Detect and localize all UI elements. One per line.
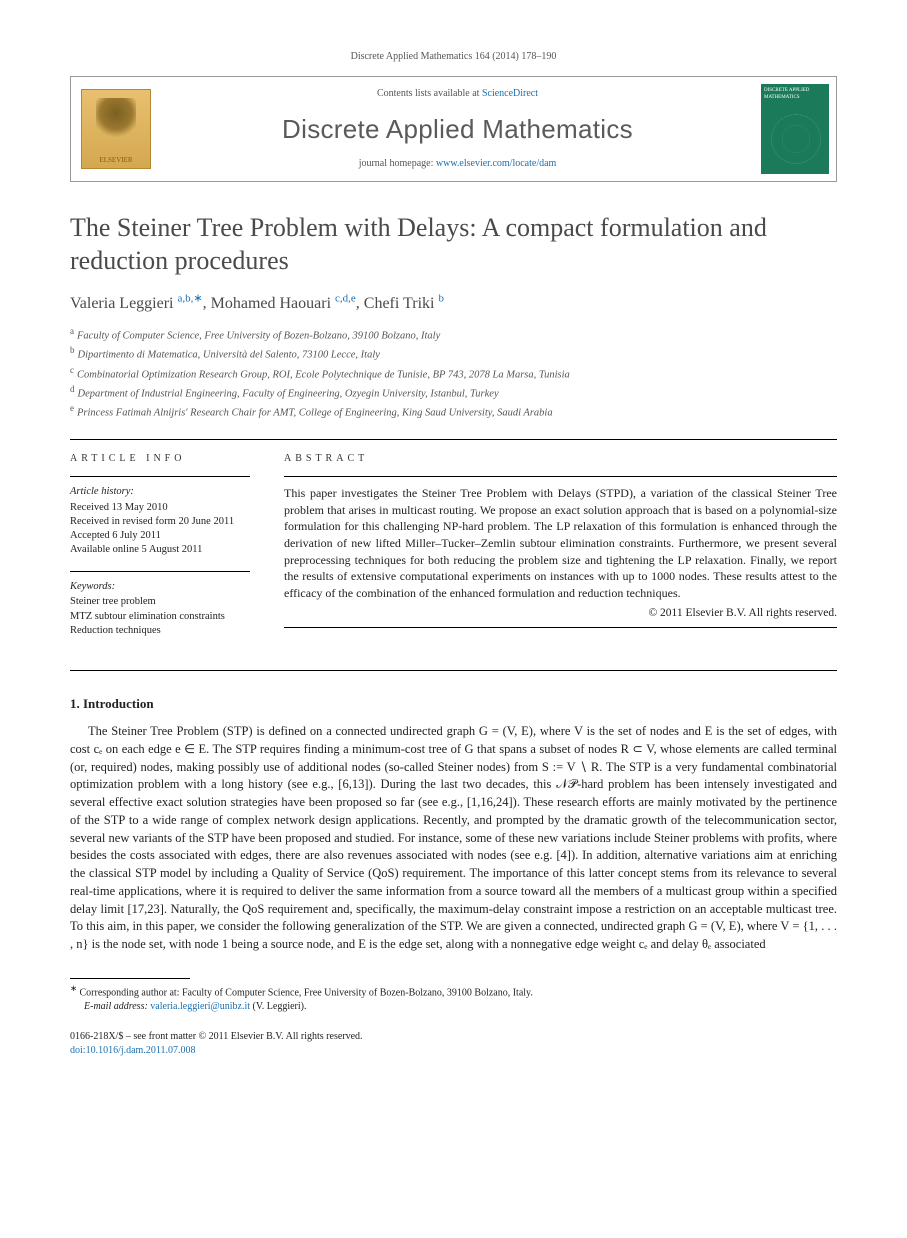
author: Valeria Leggieri a,b,∗ (70, 295, 203, 312)
affiliation: aFaculty of Computer Science, Free Unive… (70, 325, 837, 344)
affiliation-text: Princess Fatimah Alnijris' Research Chai… (77, 408, 553, 419)
corresponding-footnote: ∗ Corresponding author at: Faculty of Co… (70, 983, 837, 1000)
affiliation: dDepartment of Industrial Engineering, F… (70, 383, 837, 402)
homepage-prefix: journal homepage: (359, 158, 436, 169)
contents-line: Contents lists available at ScienceDirec… (169, 87, 746, 101)
article-title: The Steiner Tree Problem with Delays: A … (70, 212, 837, 277)
email-link[interactable]: valeria.leggieri@unibz.it (150, 1001, 250, 1012)
article-info: ARTICLE INFO Article history: Received 1… (70, 452, 250, 652)
info-abstract-row: ARTICLE INFO Article history: Received 1… (70, 440, 837, 670)
elsevier-logo-icon[interactable]: ELSEVIER (81, 89, 151, 169)
email-label: E-mail address: (84, 1001, 148, 1012)
running-header: Discrete Applied Mathematics 164 (2014) … (70, 50, 837, 64)
doi-link[interactable]: 10.1016/j.dam.2011.07.008 (86, 1045, 196, 1056)
divider (70, 476, 250, 477)
affiliation-text: Combinatorial Optimization Research Grou… (77, 369, 570, 380)
keywords-label: Keywords: (70, 580, 250, 594)
divider (70, 571, 250, 572)
page: Discrete Applied Mathematics 164 (2014) … (0, 0, 907, 1098)
email-name: (V. Leggieri). (253, 1001, 307, 1012)
keyword: Reduction techniques (70, 624, 250, 638)
homepage-link[interactable]: www.elsevier.com/locate/dam (436, 158, 556, 169)
affiliation-mark: a (70, 326, 74, 336)
article-info-heading: ARTICLE INFO (70, 452, 250, 466)
divider (284, 476, 837, 477)
authors-line: Valeria Leggieri a,b,∗, Mohamed Haouari … (70, 291, 837, 315)
footnote-divider (70, 978, 190, 979)
abstract: ABSTRACT This paper investigates the Ste… (284, 452, 837, 652)
author-marks[interactable]: c,d,e (335, 292, 356, 304)
doi-label[interactable]: doi: (70, 1045, 86, 1056)
affiliation-mark: e (70, 403, 74, 413)
contents-prefix: Contents lists available at (377, 88, 482, 99)
issn-line: 0166-218X/$ – see front matter © 2011 El… (70, 1030, 837, 1044)
asterisk-icon: ∗ (70, 984, 77, 993)
author-marks[interactable]: b (438, 292, 444, 304)
divider (70, 670, 837, 671)
journal-name: Discrete Applied Mathematics (169, 111, 746, 147)
bottom-matter: 0166-218X/$ – see front matter © 2011 El… (70, 1030, 837, 1058)
history-block: Article history: Received 13 May 2010 Re… (70, 485, 250, 557)
author-marks[interactable]: a,b,∗ (178, 292, 203, 304)
corresponding-text: Corresponding author at: Faculty of Comp… (79, 987, 532, 998)
keyword: MTZ subtour elimination constraints (70, 610, 250, 624)
history-item: Received 13 May 2010 (70, 501, 250, 515)
history-item: Available online 5 August 2011 (70, 543, 250, 557)
author-name: Valeria Leggieri (70, 295, 174, 312)
abstract-heading: ABSTRACT (284, 452, 837, 466)
history-item: Received in revised form 20 June 2011 (70, 515, 250, 529)
author: Chefi Triki b (364, 295, 444, 312)
author: Mohamed Haouari c,d,e (211, 295, 356, 312)
affiliation-text: Dipartimento di Matematica, Università d… (78, 350, 380, 361)
sciencedirect-link[interactable]: ScienceDirect (482, 88, 538, 99)
divider (284, 627, 837, 628)
homepage-line: journal homepage: www.elsevier.com/locat… (169, 157, 746, 171)
affiliation-mark: c (70, 365, 74, 375)
journal-cover-icon[interactable]: DISCRETE APPLIED MATHEMATICS (761, 84, 829, 174)
affiliation: cCombinatorial Optimization Research Gro… (70, 364, 837, 383)
section-heading: 1. Introduction (70, 695, 837, 713)
affiliation-text: Department of Industrial Engineering, Fa… (78, 388, 499, 399)
header-citation-link[interactable]: Discrete Applied Mathematics 164 (2014) … (351, 51, 557, 62)
keyword: Steiner tree problem (70, 595, 250, 609)
history-label: Article history: (70, 485, 250, 499)
affiliations: aFaculty of Computer Science, Free Unive… (70, 325, 837, 421)
cover-cell: DISCRETE APPLIED MATHEMATICS (754, 77, 836, 181)
doi-line: doi:10.1016/j.dam.2011.07.008 (70, 1044, 837, 1058)
author-name: Mohamed Haouari (211, 295, 331, 312)
cover-label: DISCRETE APPLIED MATHEMATICS (764, 88, 809, 100)
masthead-center: Contents lists available at ScienceDirec… (161, 77, 754, 181)
author-name: Chefi Triki (364, 295, 435, 312)
affiliation-mark: b (70, 345, 75, 355)
keywords-block: Keywords: Steiner tree problem MTZ subto… (70, 580, 250, 638)
footnotes: ∗ Corresponding author at: Faculty of Co… (70, 983, 837, 1014)
affiliation-text: Faculty of Computer Science, Free Univer… (77, 331, 440, 342)
abstract-text: This paper investigates the Steiner Tree… (284, 485, 837, 601)
elsevier-tree-icon (96, 98, 136, 148)
elsevier-logo-label: ELSEVIER (99, 156, 132, 166)
publisher-logo-cell: ELSEVIER (71, 77, 161, 181)
masthead: ELSEVIER Contents lists available at Sci… (70, 76, 837, 182)
history-item: Accepted 6 July 2011 (70, 529, 250, 543)
affiliation: bDipartimento di Matematica, Università … (70, 344, 837, 363)
abstract-copyright: © 2011 Elsevier B.V. All rights reserved… (284, 605, 837, 621)
affiliation: ePrincess Fatimah Alnijris' Research Cha… (70, 402, 837, 421)
intro-paragraph: The Steiner Tree Problem (STP) is define… (70, 723, 837, 954)
affiliation-mark: d (70, 384, 75, 394)
email-footnote: E-mail address: valeria.leggieri@unibz.i… (70, 1000, 837, 1014)
